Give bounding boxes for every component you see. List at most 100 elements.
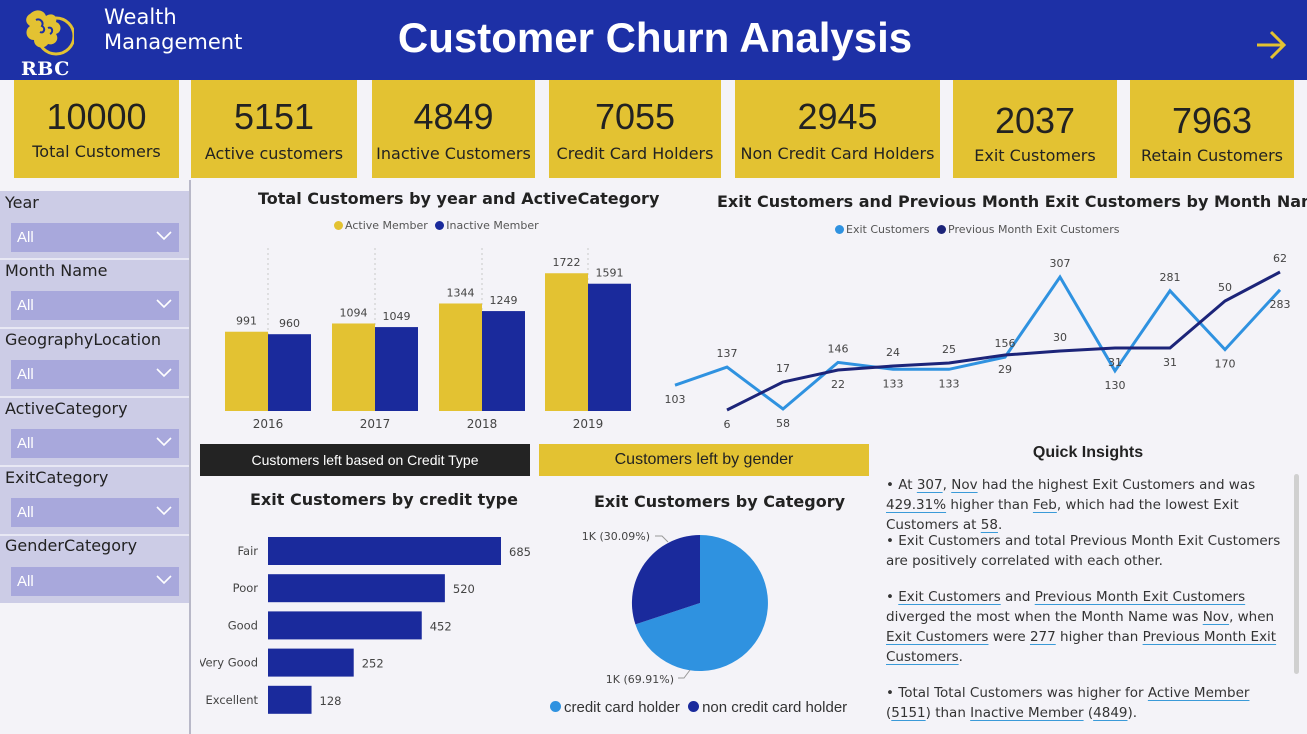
slicer-divider — [0, 465, 189, 467]
legend-label: Previous Month Exit Customers — [948, 223, 1120, 236]
kpi-value: 2037 — [994, 100, 1076, 141]
chart-title-credit: Exit Customers by credit type — [250, 490, 518, 509]
rbc-logo: RBC — [18, 6, 76, 80]
insight-highlight: 4849 — [1093, 705, 1128, 721]
legend-item-noncredit[interactable]: non credit card holder — [688, 699, 847, 716]
gender-button[interactable]: Customers left by gender — [539, 444, 869, 476]
x-tick-label: 2016 — [253, 417, 284, 431]
arrow-right-icon[interactable] — [1254, 28, 1288, 62]
chevron-down-icon — [156, 506, 172, 516]
data-label: 307 — [1050, 257, 1071, 270]
legend-label: Active Member — [345, 219, 428, 232]
data-label: 252 — [362, 657, 384, 671]
legend-dot — [688, 701, 700, 712]
data-label: 1094 — [340, 306, 368, 319]
bar-active — [332, 323, 375, 411]
slicer-year-dropdown[interactable]: All — [11, 223, 179, 252]
insight-text: higher than — [946, 497, 1033, 513]
insights-scrollbar[interactable] — [1294, 474, 1299, 674]
legend-item-credit[interactable]: credit card holder — [550, 699, 680, 716]
kpi-label: Exit Customers — [974, 146, 1096, 165]
pie-slice-credit — [635, 535, 768, 671]
slicer-exit-dropdown[interactable]: All — [11, 498, 179, 527]
slicer-label-active: ActiveCategory — [5, 399, 128, 418]
data-label: 30 — [1053, 331, 1067, 344]
legend-label: Inactive Member — [446, 219, 539, 232]
insight-3: • Exit Customers and Previous Month Exit… — [886, 587, 1286, 667]
data-label: 991 — [236, 315, 257, 328]
slicer-divider — [0, 258, 189, 260]
legend-exit-month: Exit Customers Previous Month Exit Custo… — [835, 223, 1123, 236]
chart-title-category: Exit Customers by Category — [594, 492, 846, 511]
insight-highlight: 429.31% — [886, 497, 947, 513]
data-label: 31 — [1163, 356, 1177, 369]
slicer-value: All — [17, 573, 34, 590]
header-bar: RBC Wealth Management Customer Churn Ana… — [0, 0, 1307, 80]
slicer-panel: Year All Month Name All GeographyLocatio… — [0, 191, 189, 603]
exit-month-line-chart: 103 137 58 146 133 133 156 307 130 281 170 283 6 17 22… — [665, 252, 1291, 431]
kpi-value: 5151 — [233, 96, 315, 137]
slicer-geography-dropdown[interactable]: All — [11, 360, 179, 389]
data-label: 50 — [1218, 281, 1232, 294]
data-label: 22 — [831, 378, 845, 391]
legend-dot — [835, 225, 844, 234]
legend-label: non credit card holder — [702, 699, 848, 716]
insight-text: had the highest Exit Customers and was — [977, 477, 1256, 493]
insight-highlight: Feb — [1032, 497, 1057, 513]
slicer-value: All — [17, 366, 34, 383]
quick-insights-panel: Quick Insights • At 307, Nov had the hig… — [884, 444, 1292, 734]
slicer-value: All — [17, 435, 34, 452]
data-label: 128 — [320, 694, 342, 708]
bar-inactive — [268, 334, 311, 411]
data-label: 1249 — [490, 294, 518, 307]
insight-highlight: Inactive Member — [970, 705, 1084, 721]
credit-type-button[interactable]: Customers left based on Credit Type — [200, 444, 530, 476]
legend-item-prev[interactable]: Previous Month Exit Customers — [937, 223, 1119, 236]
kpi-value: 10000 — [46, 96, 147, 137]
slicer-label-gender: GenderCategory — [5, 536, 138, 555]
bar — [268, 574, 445, 603]
legend-item-inactive[interactable]: Inactive Member — [435, 219, 539, 232]
legend-item-exit[interactable]: Exit Customers — [835, 223, 930, 236]
slicer-gender-dropdown[interactable]: All — [11, 567, 179, 596]
insight-1: • At 307, Nov had the highest Exit Custo… — [886, 475, 1286, 535]
insight-text: ( — [1083, 705, 1094, 721]
insight-4: • Total Total Customers was higher for A… — [886, 683, 1286, 723]
insight-highlight: Exit Customers — [886, 629, 989, 645]
exit-category-pie-chart: 1K (30.09%) 1K (69.91%) — [582, 530, 768, 686]
chart-title-year: Total Customers by year and ActiveCatego… — [258, 189, 660, 208]
data-label: 1722 — [553, 256, 581, 269]
data-label: 103 — [665, 393, 686, 406]
logo-text: RBC — [21, 58, 70, 80]
brand-line2: Management — [104, 30, 243, 54]
slicer-divider — [0, 396, 189, 398]
chevron-down-icon — [156, 299, 172, 309]
data-label: 1049 — [383, 310, 411, 323]
slicer-label-year: Year — [5, 193, 39, 212]
insight-highlight: Previous Month Exit Customers — [886, 629, 1277, 665]
legend-dot — [937, 225, 946, 234]
data-label: 170 — [1215, 358, 1236, 371]
insight-2: • Exit Customers and total Previous Mont… — [886, 533, 1281, 569]
kpi-label: Total Customers — [32, 142, 161, 161]
legend-item-active[interactable]: Active Member — [334, 219, 428, 232]
panel-divider — [189, 180, 191, 734]
slicer-month-dropdown[interactable]: All — [11, 291, 179, 320]
bar — [268, 611, 422, 640]
bar-inactive — [375, 327, 418, 411]
slicer-label-exit: ExitCategory — [5, 468, 109, 487]
data-label: 156 — [995, 337, 1016, 350]
legend-label: credit card holder — [564, 699, 680, 716]
leader-line — [678, 669, 691, 679]
data-label: 17 — [776, 362, 790, 375]
chart-title-exit-month: Exit Customers and Previous Month Exit C… — [717, 192, 1307, 211]
kpi-label: Active customers — [204, 144, 344, 163]
y-tick-label: Excellent — [205, 693, 258, 707]
slicer-active-dropdown[interactable]: All — [11, 429, 179, 458]
year-active-bar-chart: 991 960 2016 1094 1049 2017 1344 1249 2018 1722 15… — [225, 248, 631, 431]
data-label: 1344 — [447, 286, 475, 299]
data-label: 29 — [998, 363, 1012, 376]
brand-line1: Wealth — [104, 5, 177, 29]
insights-title: Quick Insights — [1032, 444, 1144, 461]
insight-text: were — [988, 629, 1030, 645]
